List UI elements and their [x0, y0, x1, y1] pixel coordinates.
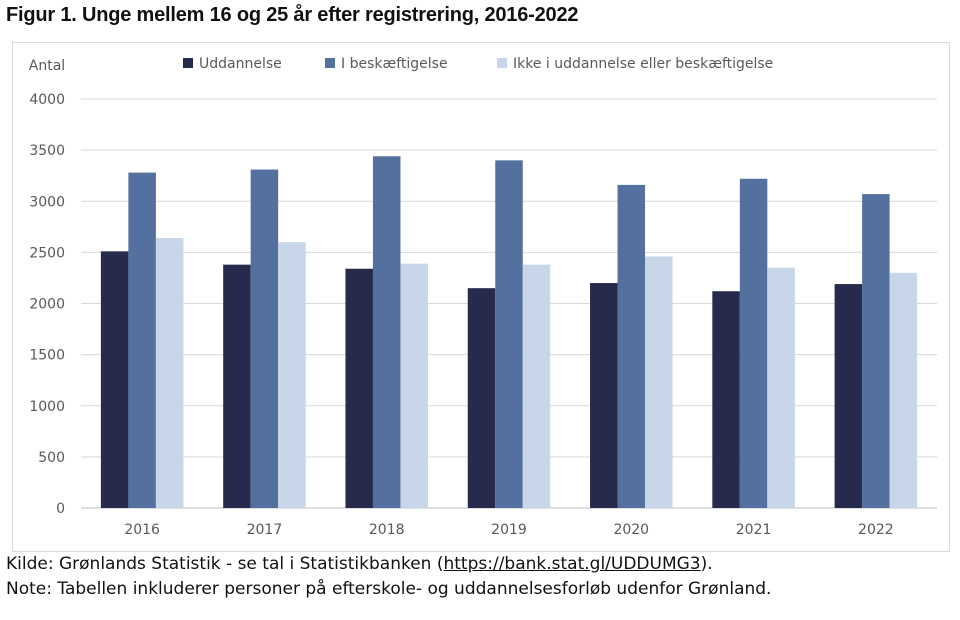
bar — [767, 267, 795, 508]
source-link[interactable]: https://bank.stat.gl/UDDUMG3 — [443, 554, 701, 574]
y-tick-label: 1000 — [29, 399, 65, 415]
legend-label: Ikke i uddannelse eller beskæftigelse — [513, 56, 773, 72]
y-tick-label: 500 — [38, 450, 65, 466]
legend-label: I beskæftigelse — [341, 56, 448, 72]
x-tick-label: 2022 — [858, 522, 894, 538]
bar — [739, 178, 768, 508]
y-tick-label: 2000 — [29, 297, 65, 313]
bar — [467, 288, 496, 508]
x-tick-label: 2020 — [613, 522, 649, 538]
bar — [223, 264, 251, 508]
bar-chart: 0 500 1000 1500 2000 2500 3000 3500 4000 Antal Udd… — [29, 56, 937, 538]
bar — [495, 160, 523, 508]
figure-notes: Kilde: Grønlands Statistik - se tal i St… — [6, 552, 771, 602]
x-tick-label: 2018 — [369, 522, 405, 538]
bar — [712, 291, 740, 508]
bar — [617, 184, 646, 508]
x-tick-label: 2017 — [247, 522, 283, 538]
bar — [834, 284, 863, 508]
y-axis-label: Antal — [29, 58, 65, 74]
figure-title: Figur 1. Unge mellem 16 og 25 år efter r… — [6, 4, 579, 26]
bar — [372, 156, 401, 508]
y-tick-label: 3500 — [29, 143, 65, 159]
source-line: Kilde: Grønlands Statistik - se tal i St… — [6, 552, 771, 577]
x-tick-label: 2016 — [124, 522, 160, 538]
bar — [345, 268, 373, 508]
legend-swatch — [325, 58, 335, 68]
y-tick-label: 3000 — [29, 194, 65, 210]
legend-swatch — [497, 58, 507, 68]
source-suffix: ). — [700, 554, 713, 574]
chart-area: 0 500 1000 1500 2000 2500 3000 3500 4000 Antal Udd… — [12, 42, 950, 552]
y-tick-label: 2500 — [29, 245, 65, 261]
note-line: Note: Tabellen inkluderer personer på ef… — [6, 579, 772, 599]
bar — [250, 169, 279, 508]
bar — [400, 263, 428, 508]
y-tick-label: 0 — [56, 501, 65, 517]
bar — [155, 238, 184, 508]
legend-swatch — [183, 58, 193, 68]
bar — [522, 264, 551, 508]
x-tick-label: 2019 — [491, 522, 527, 538]
bar — [590, 283, 618, 508]
bar — [100, 251, 129, 509]
y-tick-label: 1500 — [29, 348, 65, 364]
bar — [645, 256, 673, 508]
bar — [889, 272, 918, 508]
x-tick-label: 2021 — [736, 522, 772, 538]
bar — [278, 242, 306, 508]
source-prefix: Kilde: Grønlands Statistik - se tal i St… — [6, 554, 444, 574]
y-tick-label: 4000 — [29, 92, 65, 108]
bar — [128, 172, 156, 508]
bar — [862, 194, 890, 508]
legend-label: Uddannelse — [199, 56, 282, 72]
